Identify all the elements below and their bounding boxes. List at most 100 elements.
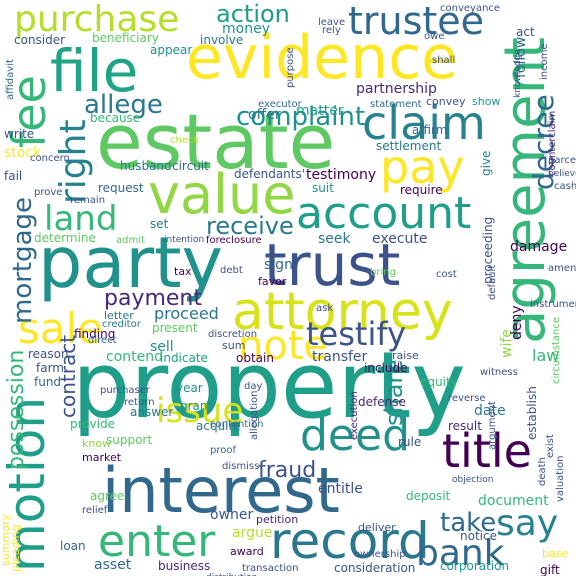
word-determine: determine [34, 231, 96, 245]
word-require: require [400, 183, 443, 197]
word-support: support [106, 433, 153, 447]
word-execute: execute [372, 231, 428, 247]
word-estate: estate [96, 97, 336, 186]
word-know: know [82, 437, 112, 450]
word-appear: appear [150, 43, 193, 57]
word-include: include [364, 361, 408, 375]
word-loan: loan [60, 539, 86, 553]
word-sign: sign [264, 257, 293, 273]
word-request: request [98, 181, 144, 195]
word-obtain: obtain [236, 351, 274, 365]
word-suit: suit [312, 181, 334, 195]
word-matter: matter [296, 103, 344, 119]
word-testify: testify [306, 315, 406, 353]
word-admit: admit [116, 235, 145, 246]
word-parcel: parcel [548, 155, 576, 166]
word-allege: allege [84, 90, 163, 120]
word-owner: owner [210, 507, 254, 523]
word-grant: grant [180, 399, 213, 413]
word-account: account [296, 188, 472, 239]
word-fund: fund [34, 375, 62, 389]
word-agreement: agreement [493, 36, 558, 344]
word-complaint: complaint [236, 102, 366, 132]
word-equity: equity [420, 375, 458, 389]
word-direct: direct [88, 335, 117, 346]
word-gift: gift [540, 563, 560, 576]
word-believe: believe [548, 169, 576, 179]
word-circumstance: circumstance [551, 317, 562, 384]
word-document: document [478, 493, 549, 509]
word-act: act [516, 25, 535, 39]
word-beneficiary: beneficiary [92, 31, 159, 45]
word-offer: offer [248, 107, 281, 123]
word-show: show [472, 95, 501, 108]
word-farm: farm [36, 361, 64, 375]
word-agree: agree [90, 489, 125, 503]
word-purpose: purpose [285, 47, 296, 88]
word-purchaser: purchaser [100, 385, 151, 396]
word-argument: argument [487, 401, 498, 450]
word-letter: letter [104, 309, 134, 322]
word-intention: intention [164, 235, 205, 245]
word-day: day [244, 381, 263, 392]
word-sell: sell [150, 339, 174, 355]
word-give: give [479, 150, 493, 176]
word-argue: argue [232, 525, 273, 541]
word-business: business [158, 559, 211, 573]
word-raise: raise [392, 349, 419, 362]
word-establish: establish [525, 386, 539, 440]
word-because: because [90, 111, 141, 125]
word-bring: bring [370, 267, 396, 278]
word-payment: payment [104, 286, 203, 311]
word-land: land [44, 199, 118, 239]
word-award: award [230, 545, 264, 558]
word-leave: leave [318, 17, 346, 28]
word-interest: interest [102, 454, 340, 527]
word-party: party [38, 222, 223, 304]
word-note: note [238, 323, 329, 369]
word-finding: finding [74, 327, 116, 341]
word-owe: owe [424, 31, 445, 42]
word-mortgage: mortgage [8, 196, 38, 324]
word-testimony: testimony [306, 167, 377, 183]
word-defense: defense [358, 395, 406, 409]
word-asset: asset [94, 557, 132, 573]
word-dismiss: dismiss [222, 461, 260, 472]
word-say: say [496, 503, 559, 544]
word-reverse: reverse [448, 393, 486, 404]
word-convey: convey [426, 95, 466, 108]
word-relief: relief [82, 505, 108, 516]
word-proceed: proceed [154, 304, 219, 323]
word-date: date [474, 403, 506, 419]
word-contend: contend [106, 349, 163, 365]
word-exist: exist [545, 434, 556, 458]
word-objection: objection [452, 475, 494, 485]
word-foreclosure: foreclosure [206, 235, 262, 246]
word-acquire: acquire [196, 419, 241, 433]
word-money: money [222, 21, 270, 37]
word-ask: ask [316, 303, 334, 314]
word-executor: executor [258, 99, 302, 110]
word-concern: concern [30, 153, 70, 164]
word-deliver: deliver [358, 521, 396, 534]
word-fraud: fraud [258, 458, 317, 483]
word-circuit: circuit [172, 159, 209, 173]
word-partnership: partnership [356, 81, 437, 97]
word-reason: reason [28, 347, 69, 361]
word-notice: notice [460, 529, 497, 543]
word-answer: answer [130, 405, 174, 419]
word-enter: enter [98, 516, 216, 567]
word-fail: fail [4, 169, 23, 183]
word-transaction: transaction [242, 563, 299, 574]
word-indicate: indicate [160, 351, 208, 365]
word-discretion: discretion [208, 329, 258, 340]
word-transfer: transfer [312, 349, 368, 365]
word-knowledge: knowledge [513, 49, 523, 98]
word-consideration: consideration [334, 561, 416, 575]
word-default: default [487, 264, 498, 300]
word-possession: possession [4, 349, 29, 470]
word-pay: pay [380, 140, 465, 194]
word-shall: shall [432, 55, 456, 66]
word-trustee: trustee [348, 0, 485, 43]
word-record: record [270, 512, 430, 570]
